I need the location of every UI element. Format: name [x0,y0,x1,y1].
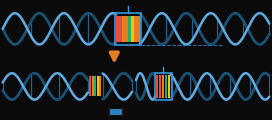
Bar [91,76,94,96]
Bar [165,75,167,98]
Bar [137,16,140,42]
Bar [162,75,164,98]
Bar [97,76,99,96]
Bar [116,16,119,42]
Bar [110,109,122,115]
Bar [89,76,91,96]
Bar [94,76,96,96]
Bar [156,75,158,98]
Bar [168,75,170,98]
Bar [131,16,134,42]
Bar [99,76,101,96]
Bar [159,75,161,98]
Bar [125,16,128,42]
Bar [122,16,125,42]
Bar [128,16,131,42]
Bar [134,16,137,42]
Bar [119,16,122,42]
